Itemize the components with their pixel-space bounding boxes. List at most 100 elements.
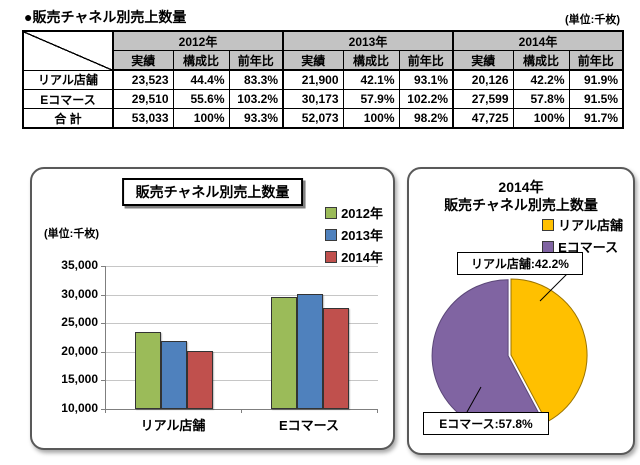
table-cell: 91.9% <box>568 69 624 90</box>
y-axis-tick <box>101 266 105 267</box>
pie-callout-real-stores: リアル店舗:42.2% <box>457 252 583 275</box>
table-cell: 47,725 <box>452 108 514 129</box>
y-axis-tick-label: 20,000 <box>61 343 98 358</box>
legend-label: 2014年 <box>341 250 383 265</box>
table-cell: 52,073 <box>282 108 344 129</box>
legend-item: 2014年 <box>325 247 383 266</box>
table-cell: 27,599 <box>452 89 514 109</box>
table-cell: 100% <box>512 108 570 129</box>
pie-slice-real-stores <box>510 278 588 423</box>
table-cell: 57.8% <box>512 89 570 109</box>
pie-chart-title: 販売チャネル別売上数量 <box>444 197 598 213</box>
legend-swatch-icon <box>325 206 338 219</box>
bar-chart-title: 販売チャネル別売上数量 <box>121 178 304 206</box>
table-cell: 93.1% <box>398 69 454 90</box>
legend-label: 2012年 <box>341 206 383 221</box>
bar-groups <box>106 266 378 409</box>
sub-header: 前年比 <box>228 50 284 71</box>
gridline <box>106 266 378 267</box>
table-cell: 30,173 <box>282 89 344 109</box>
table-row: Eコマース 29,510 55.6% 103.2% 30,173 57.9% 102.2% 2… <box>22 89 624 109</box>
table-header-measures: 実績 構成比 前年比 実績 構成比 前年比 実績 構成比 前年比 <box>23 50 624 71</box>
table-cell: 57.9% <box>342 89 400 109</box>
bar-group <box>242 266 378 409</box>
table-cell: 100% <box>342 108 400 129</box>
row-label: リアル店舗 <box>22 69 114 90</box>
pie-chart-title-year: 2014年 <box>498 179 544 195</box>
y-axis-tick <box>101 409 105 410</box>
gridline <box>106 323 378 325</box>
bar-2013年 <box>161 340 187 409</box>
gridline <box>106 294 378 296</box>
legend-label: 2013年 <box>341 228 383 243</box>
bar-chart-plot-area <box>105 266 378 410</box>
table-cell: 53,033 <box>112 108 174 129</box>
table-cell: 42.1% <box>342 69 400 90</box>
y-axis-tick-label: 15,000 <box>61 372 98 387</box>
table-cell: 83.3% <box>228 69 284 90</box>
y-axis-tick-label: 25,000 <box>61 315 98 330</box>
sub-header: 実績 <box>452 50 514 71</box>
table-corner-cell <box>22 30 114 71</box>
y-axis-tick <box>101 323 105 325</box>
bar-chart-legend: 2012年 2013年 2014年 <box>325 203 383 266</box>
bar-chart-unit-label: (単位:千枚) <box>44 228 99 240</box>
pie-callout-ecommerce: Eコマース:57.8% <box>423 412 549 435</box>
year-header: 2012年 <box>112 30 284 51</box>
table-cell: 55.6% <box>172 89 230 109</box>
sub-header: 実績 <box>282 50 344 71</box>
legend-swatch-icon <box>325 228 338 241</box>
callout-leader-line <box>466 386 482 413</box>
unit-note: (単位:千枚) <box>565 14 620 26</box>
x-axis-tick <box>241 409 242 413</box>
year-header: 2014年 <box>452 30 624 51</box>
y-axis-tick <box>101 351 105 353</box>
category-label: Eコマース <box>278 418 340 433</box>
x-axis-tick <box>105 409 106 413</box>
sales-table: 2012年 2013年 2014年 実績 構成比 前年比 実績 構成比 前年比 実績 構成比 前年比 … <box>22 30 624 129</box>
sub-header: 前年比 <box>398 50 454 71</box>
sub-header: 構成比 <box>342 50 400 71</box>
table-head: 2012年 2013年 2014年 実績 構成比 前年比 実績 構成比 前年比 実績 構成比 前年比 <box>22 30 624 71</box>
y-axis-tick <box>101 380 105 382</box>
table-row: リアル店舗 23,523 44.4% 83.3% 21,900 42.1% 93.1% 20,… <box>22 69 624 90</box>
table-cell: 91.7% <box>568 108 624 129</box>
table-cell: 102.2% <box>398 89 454 109</box>
bar-2014年 <box>323 308 349 409</box>
pie-chart <box>431 273 588 433</box>
legend-label: リアル店舗 <box>558 218 623 233</box>
legend-swatch-icon <box>542 218 555 231</box>
sub-header: 前年比 <box>568 50 624 71</box>
table-cell: 23,523 <box>112 69 174 90</box>
legend-swatch-icon <box>325 250 338 263</box>
table-cell: 29,510 <box>112 89 174 109</box>
y-axis-tick <box>101 294 105 296</box>
legend-item: リアル店舗 <box>542 215 623 234</box>
legend-item: 2012年 <box>325 203 383 222</box>
row-label: 合 計 <box>22 108 114 129</box>
bar-2012年 <box>271 297 297 409</box>
page-title: ●販売チャネル別売上数量 <box>24 9 187 25</box>
table-cell: 42.2% <box>512 69 570 90</box>
table-cell: 103.2% <box>228 89 284 109</box>
year-header: 2013年 <box>282 30 454 51</box>
table-cell: 100% <box>172 108 230 129</box>
y-axis-tick-label: 30,000 <box>61 286 98 301</box>
category-label: リアル店舗 <box>140 418 206 433</box>
bar-2012年 <box>135 331 161 409</box>
sub-header: 実績 <box>112 50 174 71</box>
table-cell: 91.5% <box>568 89 624 109</box>
table-cell: 20,126 <box>452 69 514 90</box>
callout-leader-line <box>539 273 568 302</box>
table-cell: 98.2% <box>398 108 454 129</box>
legend-item: Eコマース <box>542 237 623 256</box>
table-row: 合 計 53,033 100% 93.3% 52,073 100% 98.2% 47,725 1… <box>22 108 624 129</box>
bar-2014年 <box>187 351 213 409</box>
row-label: Eコマース <box>22 89 114 109</box>
gridline <box>106 380 378 382</box>
bar-2013年 <box>297 293 323 409</box>
bar-group <box>106 266 242 409</box>
bar-chart-panel: 販売チャネル別売上数量 2012年 2013年 2014年 (単位:千枚) 35,0… <box>30 167 395 450</box>
table-body: リアル店舗 23,523 44.4% 83.3% 21,900 42.1% 93.1% 20,… <box>22 69 624 129</box>
table-cell: 44.4% <box>172 69 230 90</box>
